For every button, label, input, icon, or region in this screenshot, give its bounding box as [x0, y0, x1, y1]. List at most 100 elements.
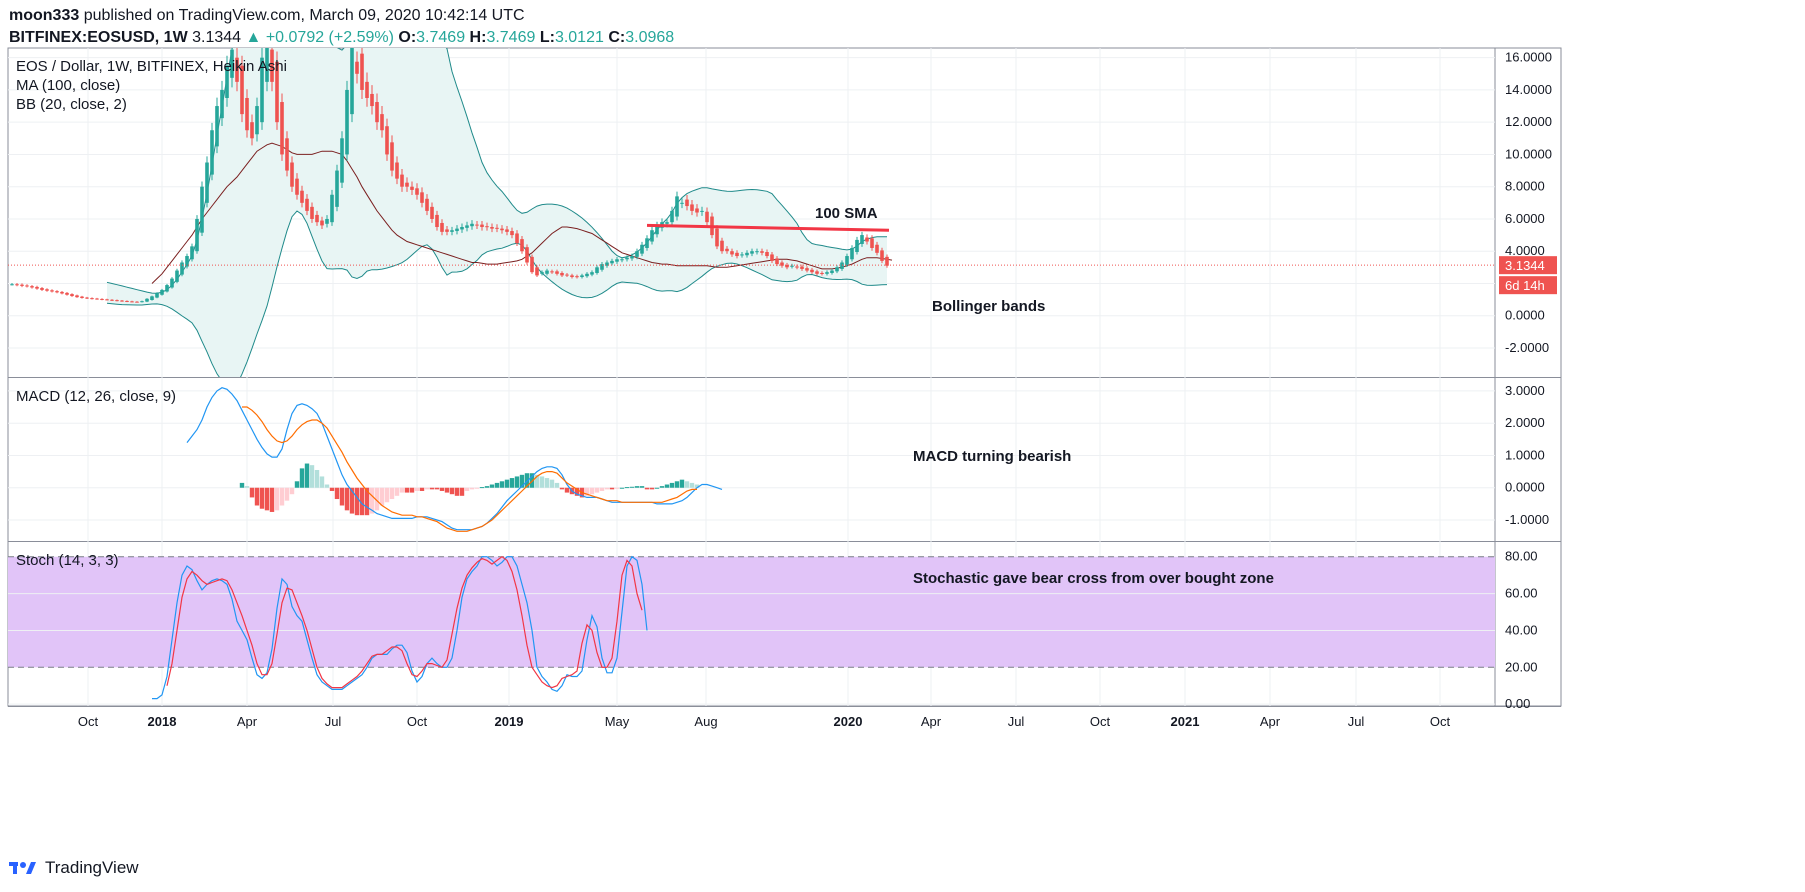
- candle-body: [810, 269, 814, 273]
- candle-body: [560, 272, 564, 276]
- candle-body: [310, 206, 314, 219]
- stoch-k-line: [152, 555, 648, 700]
- x-tick-label: Oct: [407, 714, 428, 729]
- candle-body: [645, 238, 649, 248]
- x-tick-label: May: [605, 714, 630, 729]
- candle-body: [85, 297, 89, 299]
- candle-body: [355, 61, 359, 74]
- candle-body: [360, 53, 364, 90]
- footer-brand[interactable]: TradingView: [9, 858, 139, 878]
- macd-histogram-bar: [464, 487, 470, 491]
- candle-body: [55, 291, 59, 293]
- candle-body: [705, 211, 709, 223]
- x-tick-label: 2021: [1171, 714, 1200, 729]
- macd-histogram-bar: [449, 487, 455, 495]
- candle-body: [585, 273, 589, 277]
- candle-body: [495, 227, 499, 229]
- countdown-tag: [1499, 276, 1557, 295]
- macd-histogram-bar: [494, 482, 500, 488]
- candle-body: [640, 244, 644, 254]
- macd-histogram-bar: [439, 487, 445, 491]
- annotation-stoch: Stochastic gave bear cross from over bou…: [913, 570, 1274, 587]
- bollinger-fill: [107, 48, 887, 377]
- stoch-pane: [8, 555, 1495, 705]
- candle-body: [700, 210, 704, 212]
- candle-body: [195, 218, 199, 252]
- candle-body: [760, 251, 764, 253]
- candle-body: [230, 49, 234, 78]
- macd-histogram-bar: [349, 487, 355, 514]
- bollinger-lower-line: [106, 210, 888, 377]
- x-tick-label: Oct: [1430, 714, 1451, 729]
- candle-body: [280, 102, 284, 155]
- macd-histogram-bar: [284, 487, 290, 501]
- candle-body: [475, 224, 479, 226]
- candle-body: [865, 237, 869, 242]
- macd-histogram-bar: [304, 463, 310, 488]
- candle-body: [65, 292, 69, 295]
- candle-body: [570, 275, 574, 278]
- candle-body: [125, 300, 129, 302]
- macd-histogram-bar: [324, 484, 330, 488]
- x-tick-label: 2020: [834, 714, 863, 729]
- candle-body: [75, 295, 79, 298]
- candle-body: [635, 251, 639, 257]
- open-label: O:: [398, 29, 417, 46]
- candle-body: [460, 227, 464, 230]
- candle-body: [260, 57, 264, 123]
- candle-body: [25, 285, 29, 287]
- macd-histogram-bar: [364, 487, 370, 516]
- countdown-tag-label: 6d 14h: [1505, 278, 1545, 293]
- candle-body: [605, 262, 609, 266]
- change-value: +0.0792 (+2.59%): [265, 29, 394, 46]
- candle-body: [845, 256, 849, 265]
- x-tick-label: Apr: [921, 714, 942, 729]
- candle-body: [875, 244, 879, 253]
- macd-tick-label: 0.0000: [1505, 480, 1545, 495]
- candle-body: [465, 225, 469, 228]
- macd-histogram-bar: [399, 487, 405, 493]
- macd-histogram-bar: [319, 476, 325, 488]
- macd-histogram-bar: [269, 487, 275, 512]
- candle-body: [685, 199, 689, 207]
- candle-body: [155, 293, 159, 298]
- low-value: 3.0121: [554, 29, 604, 46]
- candle-body: [15, 284, 19, 286]
- macd-histogram-bar: [484, 486, 490, 488]
- x-tick-label: Oct: [1090, 714, 1111, 729]
- author-name[interactable]: moon333: [9, 7, 80, 24]
- macd-histogram-bar: [329, 487, 335, 491]
- candle-body: [120, 300, 124, 302]
- candle-body: [795, 266, 799, 268]
- candle-body: [340, 138, 344, 183]
- candle-body: [520, 239, 524, 252]
- candle-body: [515, 233, 519, 244]
- macd-histogram-bar: [389, 487, 395, 500]
- candle-body: [750, 251, 754, 254]
- candle-body: [100, 298, 104, 300]
- candle-body: [35, 286, 39, 289]
- price-tick-label: -2.0000: [1505, 340, 1549, 355]
- candle-body: [500, 228, 504, 231]
- candle-body: [530, 256, 534, 273]
- candle-body: [290, 162, 294, 187]
- macd-histogram-bar: [609, 487, 615, 490]
- macd-histogram-bar: [669, 482, 675, 488]
- macd-histogram-bar: [489, 484, 495, 488]
- macd-histogram-bar: [479, 487, 485, 489]
- candle-body: [850, 247, 854, 260]
- macd-histogram-bar: [574, 487, 580, 496]
- macd-histogram-bar: [254, 487, 260, 506]
- candle-body: [135, 301, 139, 303]
- x-tick-label: Oct: [78, 714, 99, 729]
- macd-histogram-bar: [394, 487, 400, 496]
- candle-body: [20, 284, 24, 286]
- x-tick-label: Jul: [1348, 714, 1365, 729]
- x-tick-label: Apr: [1260, 714, 1281, 729]
- candle-body: [105, 299, 109, 301]
- macd-histogram-bar: [614, 487, 620, 489]
- bb-legend: BB (20, close, 2): [16, 96, 127, 113]
- macd-pane-title: MACD (12, 26, close, 9): [16, 388, 176, 405]
- candle-body: [815, 271, 819, 274]
